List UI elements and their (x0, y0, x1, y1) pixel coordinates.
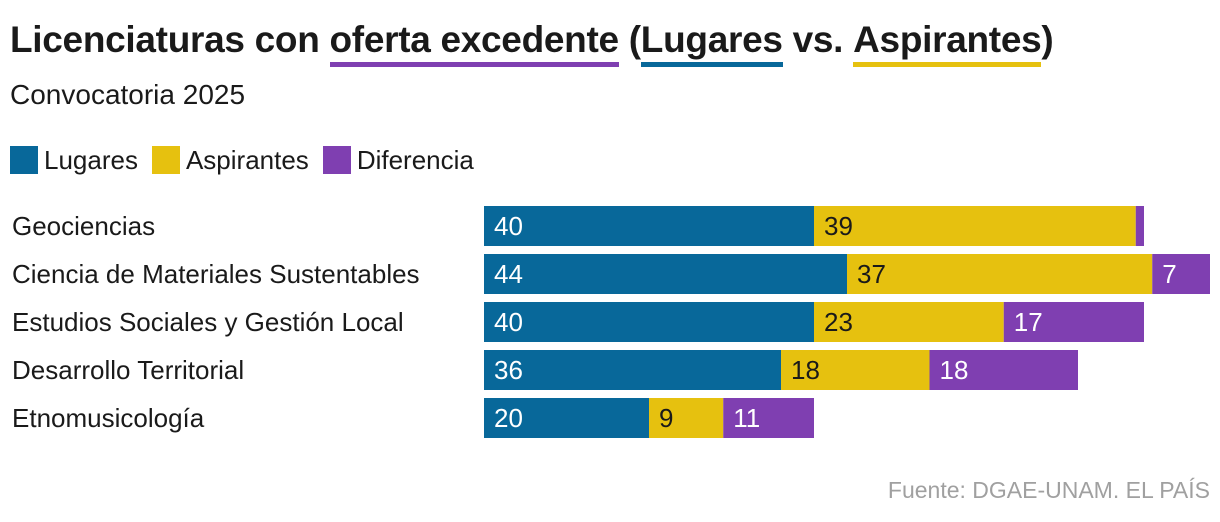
legend: Lugares Aspirantes Diferencia (10, 143, 488, 177)
title-text: ) (1041, 19, 1054, 60)
bar-diferencia-ciencia-de-materiales-sustentables (1152, 254, 1210, 294)
title-highlight-aspirantes: Aspirantes (853, 18, 1042, 67)
data-label-diferencia-etnomusicologia: 11 (733, 403, 760, 433)
data-label-aspirantes-desarrollo-territorial: 18 (791, 355, 820, 385)
source-note: Fuente: DGAE-UNAM. EL PAÍS (887, 477, 1210, 503)
bar-aspirantes-ciencia-de-materiales-sustentables (847, 254, 1153, 294)
bar-lugares-etnomusicologia (484, 398, 649, 438)
chart-title: Licenciaturas con oferta excedente (Luga… (10, 16, 1054, 67)
legend-swatch-diferencia (322, 146, 351, 174)
category-label-etnomusicologia: Etnomusicología (12, 403, 205, 433)
legend-swatch-aspirantes (151, 146, 180, 174)
data-label-diferencia-ciencia-de-materiales-sustentables: 7 (1162, 259, 1176, 289)
data-label-lugares-etnomusicologia: 20 (494, 403, 523, 433)
legend-item-aspirantes: Aspirantes (151, 144, 309, 176)
legend-swatch-lugares (10, 146, 38, 174)
chart-subtitle: Convocatoria 2025 (10, 79, 246, 110)
bar-aspirantes-geociencias (814, 206, 1136, 246)
bar-aspirantes-etnomusicologia (649, 398, 724, 438)
bar-aspirantes-estudios-sociales-y-gestion-local (814, 302, 1004, 342)
title-text: vs. (782, 19, 854, 60)
data-label-diferencia-estudios-sociales-y-gestion-local: 17 (1014, 307, 1043, 337)
bar-diferencia-geociencias (1135, 206, 1144, 246)
data-label-aspirantes-ciencia-de-materiales-sustentables: 37 (857, 259, 886, 289)
bar-lugares-ciencia-de-materiales-sustentables (484, 254, 847, 294)
category-label-desarrollo-territorial: Desarrollo Territorial (12, 355, 244, 385)
category-label-estudios-sociales-y-gestion-local: Estudios Sociales y Gestión Local (12, 307, 404, 337)
data-label-diferencia-desarrollo-territorial: 18 (940, 355, 969, 385)
data-label-lugares-ciencia-de-materiales-sustentables: 44 (494, 259, 523, 289)
bar-aspirantes-desarrollo-territorial (781, 350, 930, 390)
bar-lugares-desarrollo-territorial (484, 350, 781, 390)
legend-item-lugares: Lugares (10, 145, 138, 176)
bar-lugares-estudios-sociales-y-gestion-local (484, 302, 814, 342)
data-label-lugares-desarrollo-territorial: 36 (494, 355, 523, 385)
title-text: Licenciaturas con (10, 19, 330, 60)
data-label-aspirantes-etnomusicologia: 9 (659, 403, 673, 433)
title-text: ( (618, 19, 641, 60)
category-label-geociencias: Geociencias (12, 211, 155, 241)
category-label-ciencia-de-materiales-sustentables: Ciencia de Materiales Sustentables (12, 259, 420, 289)
bar-diferencia-desarrollo-territorial (929, 350, 1078, 390)
legend-label-lugares: Lugares (44, 144, 138, 175)
title-highlight-lugares: Lugares (640, 18, 783, 67)
data-label-aspirantes-estudios-sociales-y-gestion-local: 23 (824, 307, 853, 337)
legend-label-diferencia: Diferencia (356, 144, 474, 175)
bar-diferencia-estudios-sociales-y-gestion-local (1003, 302, 1144, 342)
legend-item-diferencia: Diferencia (322, 144, 474, 176)
data-label-lugares-geociencias: 40 (494, 211, 523, 241)
legend-label-aspirantes: Aspirantes (185, 144, 309, 175)
title-highlight-oferta: oferta excedente (329, 18, 619, 67)
data-label-aspirantes-geociencias: 39 (824, 211, 853, 241)
bar-lugares-geociencias (484, 206, 814, 246)
bar-diferencia-etnomusicologia (723, 398, 814, 438)
data-label-lugares-estudios-sociales-y-gestion-local: 40 (494, 307, 523, 337)
